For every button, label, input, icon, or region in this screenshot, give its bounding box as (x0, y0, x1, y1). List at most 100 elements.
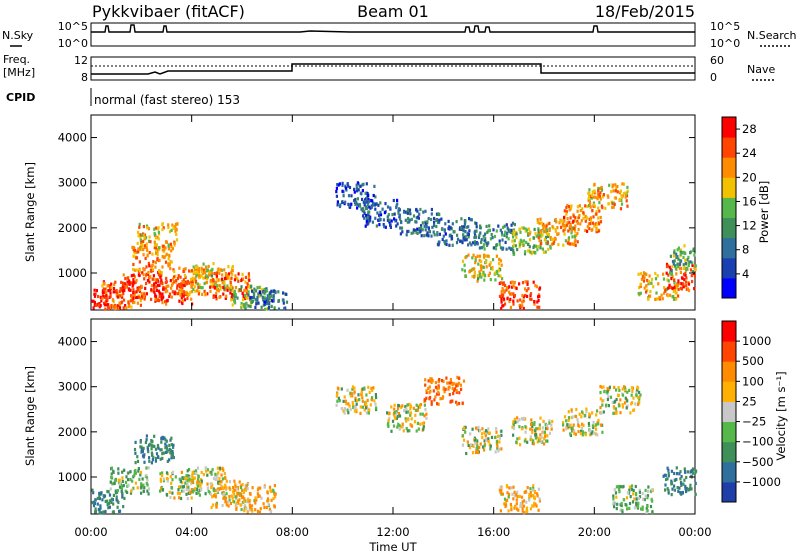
data-cell (512, 423, 515, 427)
data-cell (414, 228, 417, 232)
data-cell (491, 267, 494, 271)
data-cell (147, 450, 150, 454)
data-cell (164, 438, 167, 442)
data-cell (516, 416, 519, 420)
data-cell (154, 297, 157, 302)
data-cell (113, 481, 116, 486)
data-cell (231, 293, 234, 297)
data-cell (511, 425, 514, 429)
data-cell (244, 294, 247, 298)
data-cell (130, 295, 133, 299)
data-cell (424, 383, 427, 387)
data-cell (110, 472, 113, 476)
data-cell (364, 403, 367, 407)
data-cell (168, 447, 171, 451)
data-cell (510, 223, 513, 227)
data-cell (518, 303, 521, 307)
data-cell (124, 277, 127, 281)
data-cell (675, 285, 678, 290)
data-cell (153, 290, 156, 294)
data-cell (425, 224, 428, 228)
data-cell (222, 490, 225, 495)
data-cell (101, 284, 104, 288)
data-cell (670, 277, 673, 281)
data-cell (171, 290, 174, 294)
data-cell (114, 290, 117, 294)
colorbar-frame (721, 116, 737, 299)
data-cell (399, 226, 402, 230)
data-cell (473, 275, 476, 279)
data-cell (634, 492, 638, 496)
data-cell (423, 414, 426, 418)
data-cell (673, 285, 676, 289)
data-cell (383, 225, 386, 229)
data-cell (612, 494, 615, 498)
data-cell (181, 298, 184, 303)
data-cell (146, 226, 149, 230)
data-cell (564, 239, 567, 243)
data-cell (256, 298, 259, 302)
data-cell (148, 459, 151, 463)
data-cell (506, 491, 509, 495)
data-cell (137, 247, 140, 251)
data-cell (588, 423, 591, 428)
data-cell (566, 221, 569, 226)
data-cell (598, 222, 601, 226)
data-cell (527, 249, 530, 253)
data-cell (574, 414, 578, 419)
data-cell (522, 226, 525, 230)
data-cell (152, 455, 155, 459)
data-cell (98, 497, 101, 501)
data-cell (638, 390, 641, 394)
data-cell (379, 201, 382, 205)
data-cell (400, 220, 403, 225)
data-cell (246, 486, 249, 491)
data-cell (623, 385, 626, 389)
data-cell (424, 222, 427, 226)
data-cell (533, 227, 536, 232)
data-cell (602, 193, 605, 197)
data-cell (498, 436, 501, 440)
data-cell (349, 394, 352, 398)
data-cell (209, 289, 212, 293)
data-cell (245, 295, 248, 299)
data-cell (408, 402, 411, 406)
data-cell (561, 219, 564, 223)
data-cell (139, 473, 142, 477)
data-cell (245, 286, 248, 290)
data-cell (109, 288, 112, 292)
data-cell (182, 280, 185, 285)
data-cell (127, 471, 130, 475)
data-cell (680, 475, 683, 479)
data-cell (529, 507, 532, 511)
data-cell (639, 272, 642, 276)
data-cell (419, 229, 422, 233)
data-cell (675, 255, 678, 260)
data-cell (217, 269, 220, 274)
data-cell (614, 183, 617, 187)
data-cell (210, 472, 213, 476)
data-cell (135, 268, 138, 272)
data-cell (681, 276, 684, 280)
data-cell (524, 293, 527, 298)
data-cell (170, 283, 174, 287)
data-cell (673, 478, 677, 482)
data-cell (161, 301, 164, 305)
data-cell (180, 292, 183, 297)
data-cell (154, 459, 157, 463)
data-cell (588, 429, 592, 433)
data-cell (458, 401, 461, 406)
data-cell (671, 265, 674, 269)
data-cell (490, 267, 493, 271)
data-cell (406, 211, 409, 215)
data-cell (161, 488, 165, 492)
data-cell (360, 390, 363, 395)
data-cell (518, 282, 521, 286)
data-cell (533, 422, 536, 426)
data-cell (205, 274, 208, 278)
data-cell (500, 293, 503, 297)
data-cell (404, 417, 407, 421)
data-cell (498, 294, 502, 298)
data-cell (263, 302, 266, 306)
data-cell (504, 240, 507, 244)
